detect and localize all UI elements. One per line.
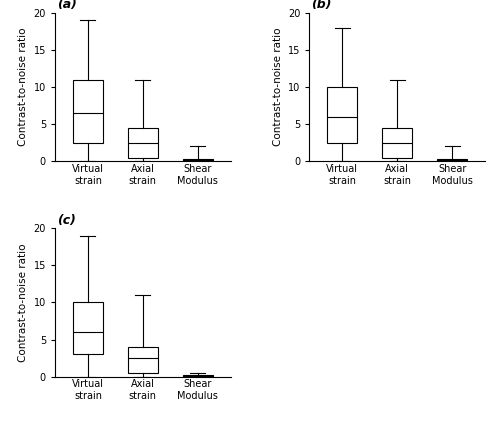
Y-axis label: Contrast-to-noise ratio: Contrast-to-noise ratio [272,28,282,146]
PathPatch shape [73,303,103,354]
Y-axis label: Contrast-to-noise ratio: Contrast-to-noise ratio [18,28,28,146]
PathPatch shape [328,87,358,143]
Text: (a): (a) [57,0,76,12]
PathPatch shape [128,128,158,158]
PathPatch shape [73,80,103,143]
Text: (c): (c) [57,214,76,227]
PathPatch shape [182,159,212,161]
Text: (b): (b) [311,0,332,12]
PathPatch shape [128,347,158,373]
Y-axis label: Contrast-to-noise ratio: Contrast-to-noise ratio [18,243,28,362]
PathPatch shape [437,159,467,161]
PathPatch shape [182,375,212,377]
PathPatch shape [382,128,412,158]
